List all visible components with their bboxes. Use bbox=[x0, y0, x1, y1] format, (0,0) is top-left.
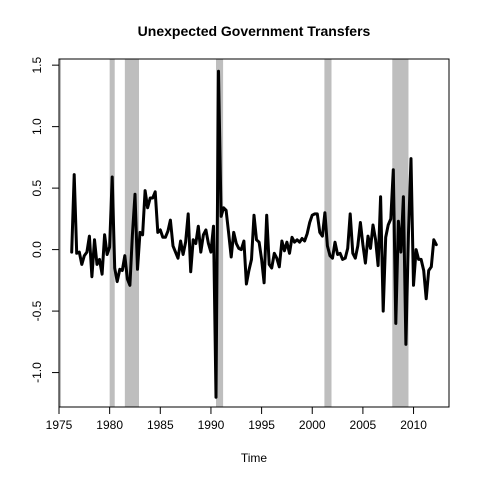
chart-title: Unexpected Government Transfers bbox=[138, 23, 371, 39]
series-line bbox=[70, 69, 438, 399]
recession-band bbox=[324, 59, 332, 407]
y-tick-label: 1.0 bbox=[30, 118, 44, 135]
y-tick-label: 1.5 bbox=[30, 56, 44, 73]
x-tick-label: 2010 bbox=[400, 418, 427, 432]
recession-band bbox=[216, 59, 224, 407]
x-tick-label: 2005 bbox=[350, 418, 377, 432]
y-tick-label: -1.0 bbox=[30, 362, 44, 383]
x-axis: 1975 1980 1985 1990 1995 2000 2005 2010 bbox=[46, 406, 427, 432]
x-tick-label: 1985 bbox=[147, 418, 174, 432]
y-tick-label: -0.5 bbox=[30, 300, 44, 321]
y-tick-label: 0.5 bbox=[30, 179, 44, 196]
x-tick-label: 1980 bbox=[96, 418, 123, 432]
x-tick-label: 1975 bbox=[46, 418, 73, 432]
x-axis-label: Time bbox=[241, 451, 268, 465]
recession-band bbox=[59, 59, 62, 407]
x-tick-label: 1995 bbox=[248, 418, 275, 432]
y-axis: -1.0 -0.5 0.0 0.5 1.0 1.5 bbox=[30, 56, 60, 383]
x-tick-label: 1990 bbox=[198, 418, 225, 432]
x-tick-label: 2000 bbox=[299, 418, 326, 432]
y-tick-label: 0.0 bbox=[30, 241, 44, 258]
recession-band bbox=[109, 59, 115, 407]
